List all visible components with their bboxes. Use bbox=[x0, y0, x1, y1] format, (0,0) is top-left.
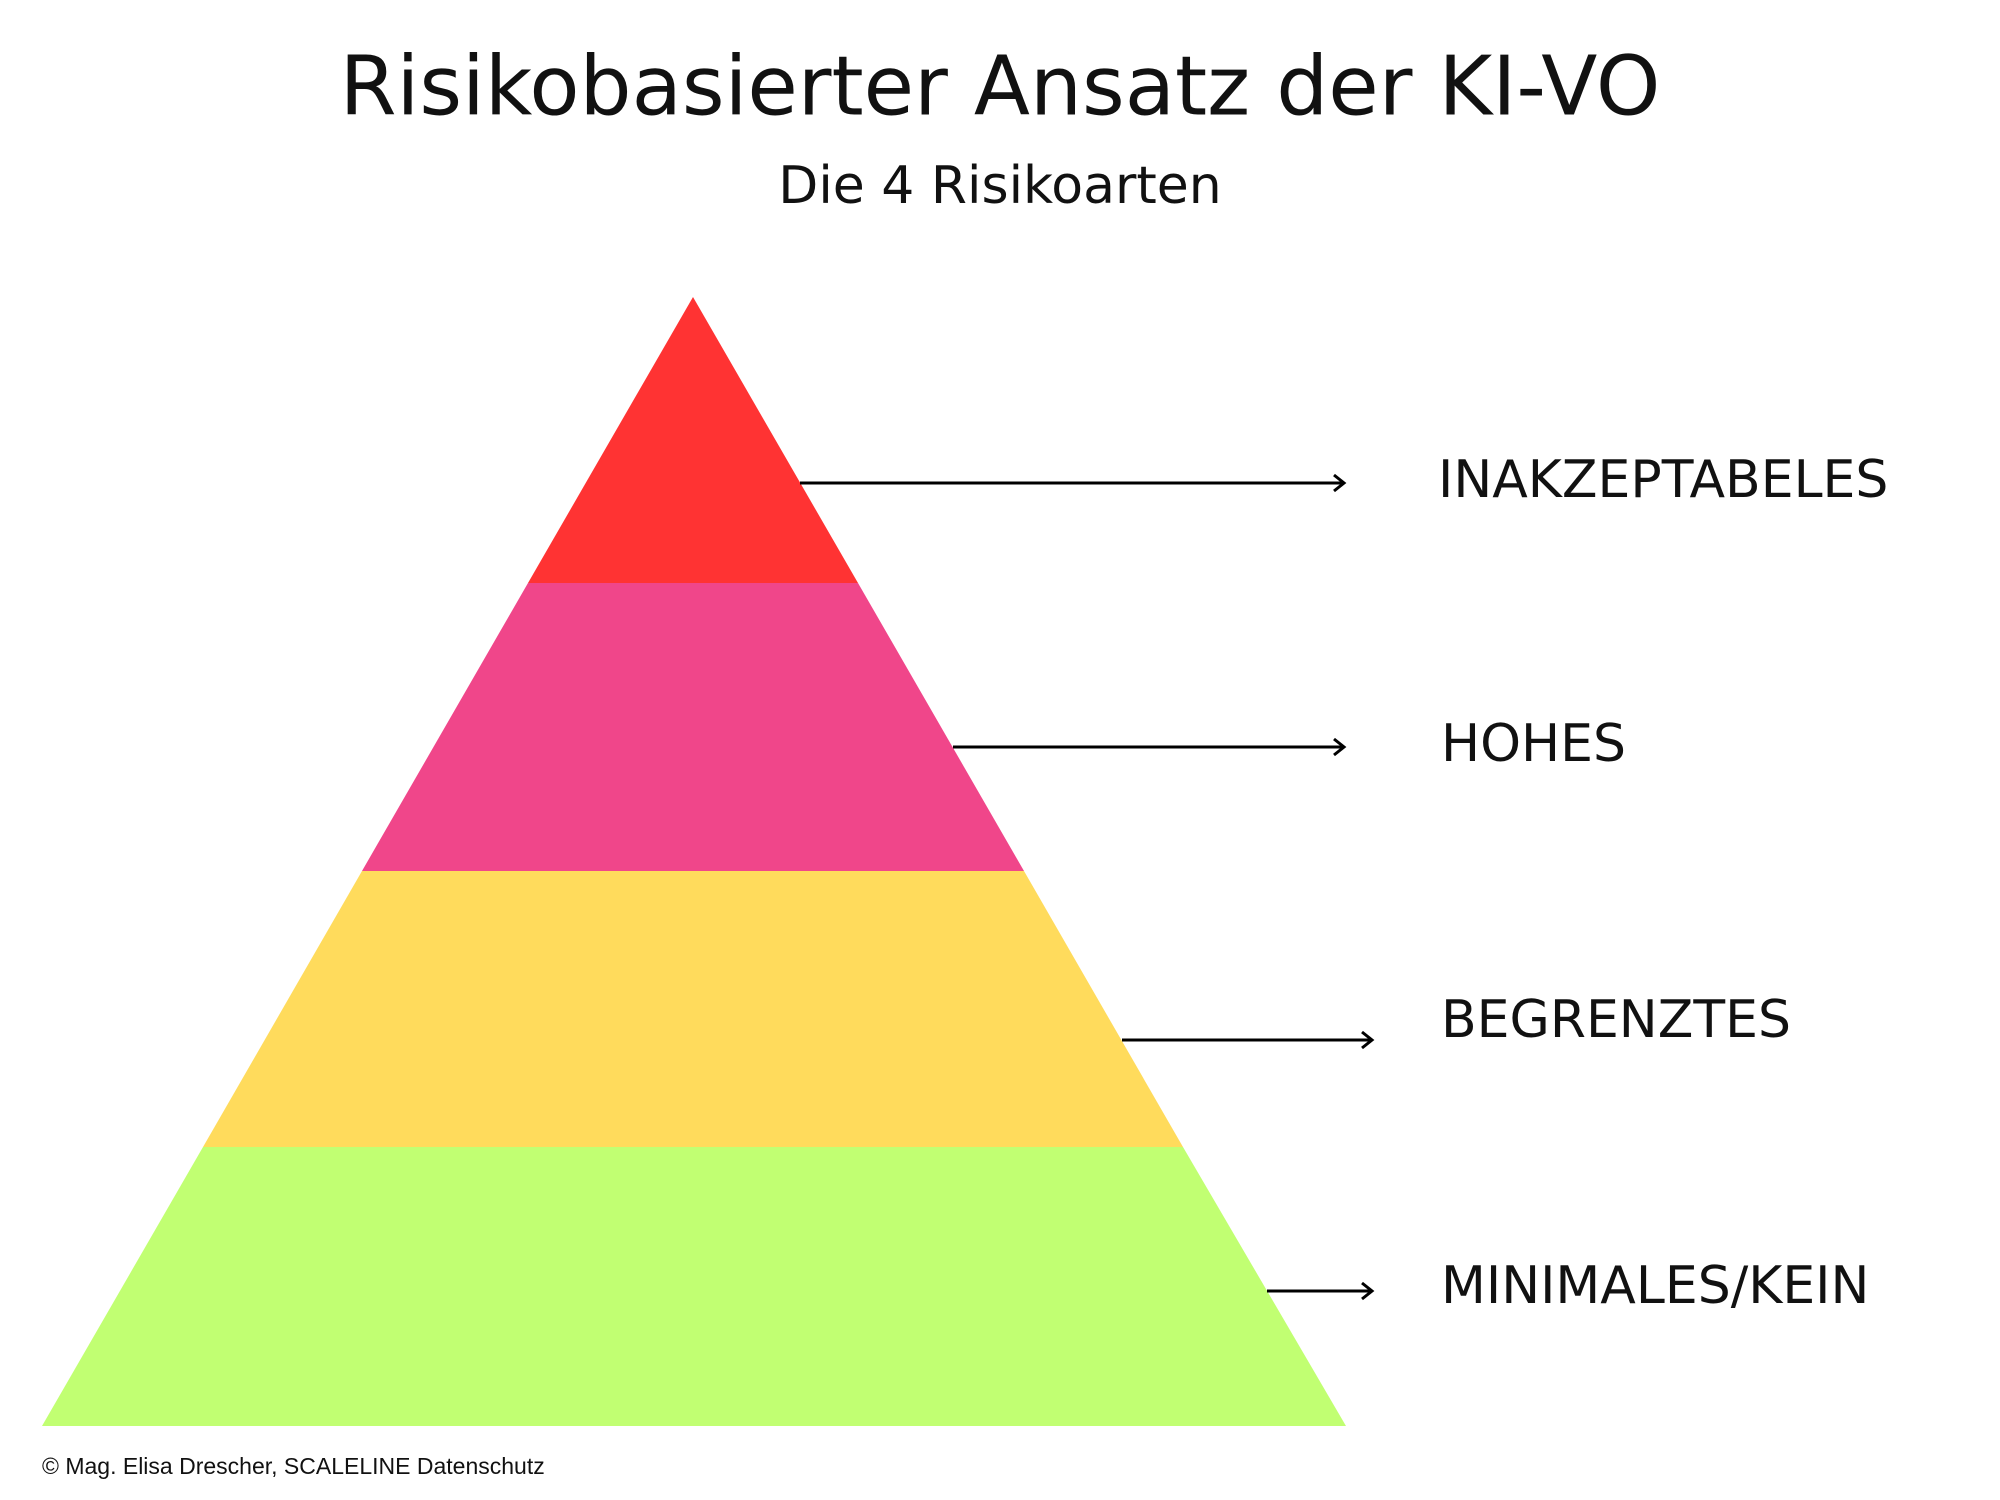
level-label: INAKZEPTABELES bbox=[1438, 450, 1888, 510]
copyright: © Mag. Elisa Drescher, SCALELINE Datensc… bbox=[42, 1453, 545, 1479]
subtitle: Die 4 Risikoarten bbox=[778, 156, 1221, 216]
title: Risikobasierter Ansatz der KI-VO bbox=[340, 39, 1661, 134]
arrow bbox=[1122, 1030, 1375, 1050]
pyramid-tier bbox=[362, 583, 1024, 871]
arrow bbox=[800, 473, 1347, 493]
pyramid-tier bbox=[42, 1147, 1346, 1426]
level-label: MINIMALES/KEIN bbox=[1441, 1256, 1869, 1316]
level-label: HOHES bbox=[1441, 714, 1626, 774]
level-label: BEGRENZTES bbox=[1441, 990, 1791, 1050]
arrow bbox=[1267, 1281, 1375, 1301]
pyramid-tier bbox=[528, 297, 858, 583]
arrow bbox=[953, 737, 1347, 757]
pyramid-tier bbox=[203, 871, 1183, 1147]
